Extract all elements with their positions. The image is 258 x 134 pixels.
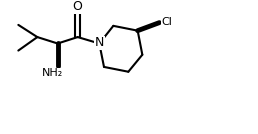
Text: O: O — [73, 0, 83, 13]
Text: N: N — [95, 36, 104, 49]
Text: Cl: Cl — [161, 17, 172, 27]
Text: NH₂: NH₂ — [42, 68, 63, 78]
